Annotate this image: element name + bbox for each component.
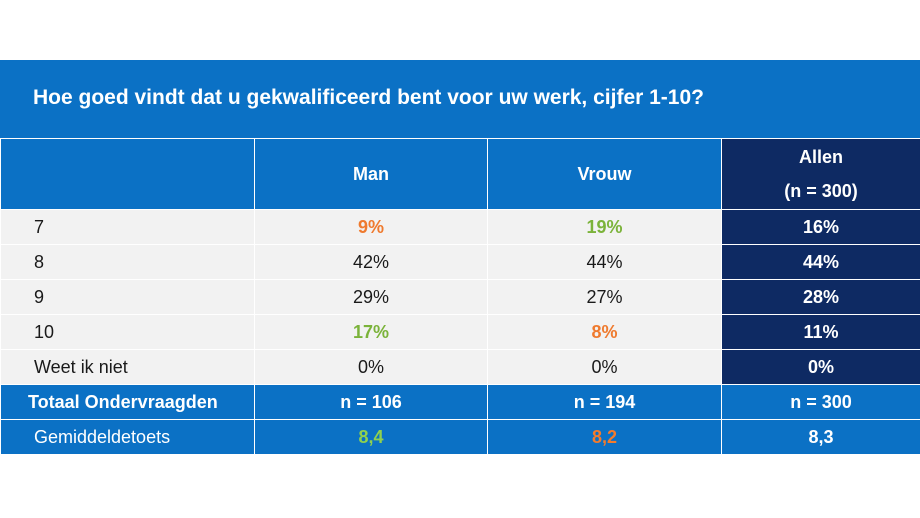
cell-allen: 44% <box>721 244 920 280</box>
mean-man: 8,4 <box>254 419 488 455</box>
cell-allen: 11% <box>721 314 920 350</box>
cell-man: 42% <box>254 244 488 280</box>
row-label: 8 <box>0 244 255 280</box>
mean-row: Gemiddeldetoets 8,4 8,2 8,3 <box>0 419 920 455</box>
cell-vrouw: 19% <box>487 209 722 245</box>
total-vrouw: n = 194 <box>487 384 722 420</box>
total-row: Totaal Ondervraagden n = 106 n = 194 n =… <box>0 384 920 420</box>
cell-vrouw: 44% <box>487 244 722 280</box>
row-label: 9 <box>0 279 255 315</box>
chart-title: Hoe goed vindt dat u gekwalificeerd bent… <box>33 86 704 109</box>
header-vrouw: Vrouw <box>487 138 722 210</box>
table-row: 10 17% 8% 11% <box>0 314 920 350</box>
table-row: 7 9% 19% 16% <box>0 209 920 245</box>
row-label: Weet ik niet <box>0 349 255 385</box>
total-label: Totaal Ondervraagden <box>0 384 255 420</box>
mean-vrouw: 8,2 <box>487 419 722 455</box>
cell-vrouw: 8% <box>487 314 722 350</box>
mean-allen: 8,3 <box>721 419 920 455</box>
slide: Hoe goed vindt dat u gekwalificeerd bent… <box>0 60 920 455</box>
table-row: 8 42% 44% 44% <box>0 244 920 280</box>
cell-man: 29% <box>254 279 488 315</box>
row-label: 10 <box>0 314 255 350</box>
cell-vrouw: 27% <box>487 279 722 315</box>
cell-man: 0% <box>254 349 488 385</box>
row-label: 7 <box>0 209 255 245</box>
header-allen: Allen (n = 300) <box>721 138 920 210</box>
total-allen: n = 300 <box>721 384 920 420</box>
table-row: 9 29% 27% 28% <box>0 279 920 315</box>
title-bar: Hoe goed vindt dat u gekwalificeerd bent… <box>0 60 920 138</box>
header-row: Man Vrouw Allen (n = 300) <box>0 138 920 210</box>
header-man: Man <box>254 138 488 210</box>
total-man: n = 106 <box>254 384 488 420</box>
table-row: Weet ik niet 0% 0% 0% <box>0 349 920 385</box>
cell-allen: 28% <box>721 279 920 315</box>
results-table: Man Vrouw Allen (n = 300) 7 9% 19% 16% 8 42% 4… <box>0 138 920 455</box>
cell-allen: 0% <box>721 349 920 385</box>
header-empty-cell <box>0 138 255 210</box>
cell-vrouw: 0% <box>487 349 722 385</box>
table-body: 7 9% 19% 16% 8 42% 44% 44% 9 29% 27% 28% 10 17% 8% 11% W… <box>0 209 920 385</box>
cell-allen: 16% <box>721 209 920 245</box>
cell-man: 17% <box>254 314 488 350</box>
cell-man: 9% <box>254 209 488 245</box>
header-allen-n: (n = 300) <box>784 181 858 201</box>
header-allen-label: Allen <box>798 147 843 167</box>
mean-label: Gemiddeldetoets <box>0 419 255 455</box>
